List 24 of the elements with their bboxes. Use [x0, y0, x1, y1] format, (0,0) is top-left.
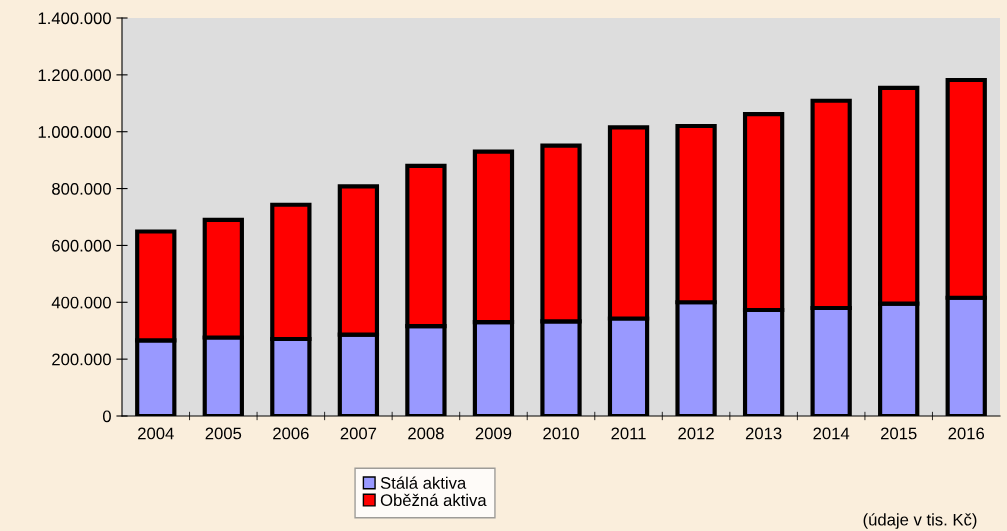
legend-label: Stálá aktiva: [380, 476, 467, 489]
x-tick-label: 2011: [611, 427, 646, 440]
x-tick-label: 2006: [273, 427, 309, 440]
y-tick-label: 200.000: [52, 353, 111, 366]
y-tick-label: 0: [102, 410, 111, 423]
x-tick-label: 2013: [745, 427, 782, 440]
y-tick-label: 400.000: [51, 296, 111, 309]
x-tick-label: 2004: [138, 427, 174, 440]
x-tick-label: 2016: [948, 427, 985, 440]
x-tick-label: 2008: [408, 427, 444, 440]
y-tick-label: 1.200.000: [38, 69, 111, 82]
text: (údaje v tis. Kč): [863, 513, 977, 529]
x-tick-label: 2014: [813, 427, 850, 440]
x-tick-label: 2005: [205, 427, 242, 440]
y-tick-label: 600.000: [52, 239, 111, 252]
legend-label: Oběžná aktiva: [380, 493, 487, 507]
y-tick-label: 1.400.000: [38, 12, 111, 25]
x-tick-label: 2009: [475, 427, 512, 440]
x-tick-label: 2015: [880, 427, 917, 440]
y-tick-label: 1.000.000: [38, 126, 111, 138]
x-tick-label: 2012: [678, 427, 714, 440]
x-tick-label: 2010: [543, 427, 579, 440]
y-tick-label: 800.000: [52, 182, 111, 195]
x-tick-label: 2007: [340, 427, 377, 440]
